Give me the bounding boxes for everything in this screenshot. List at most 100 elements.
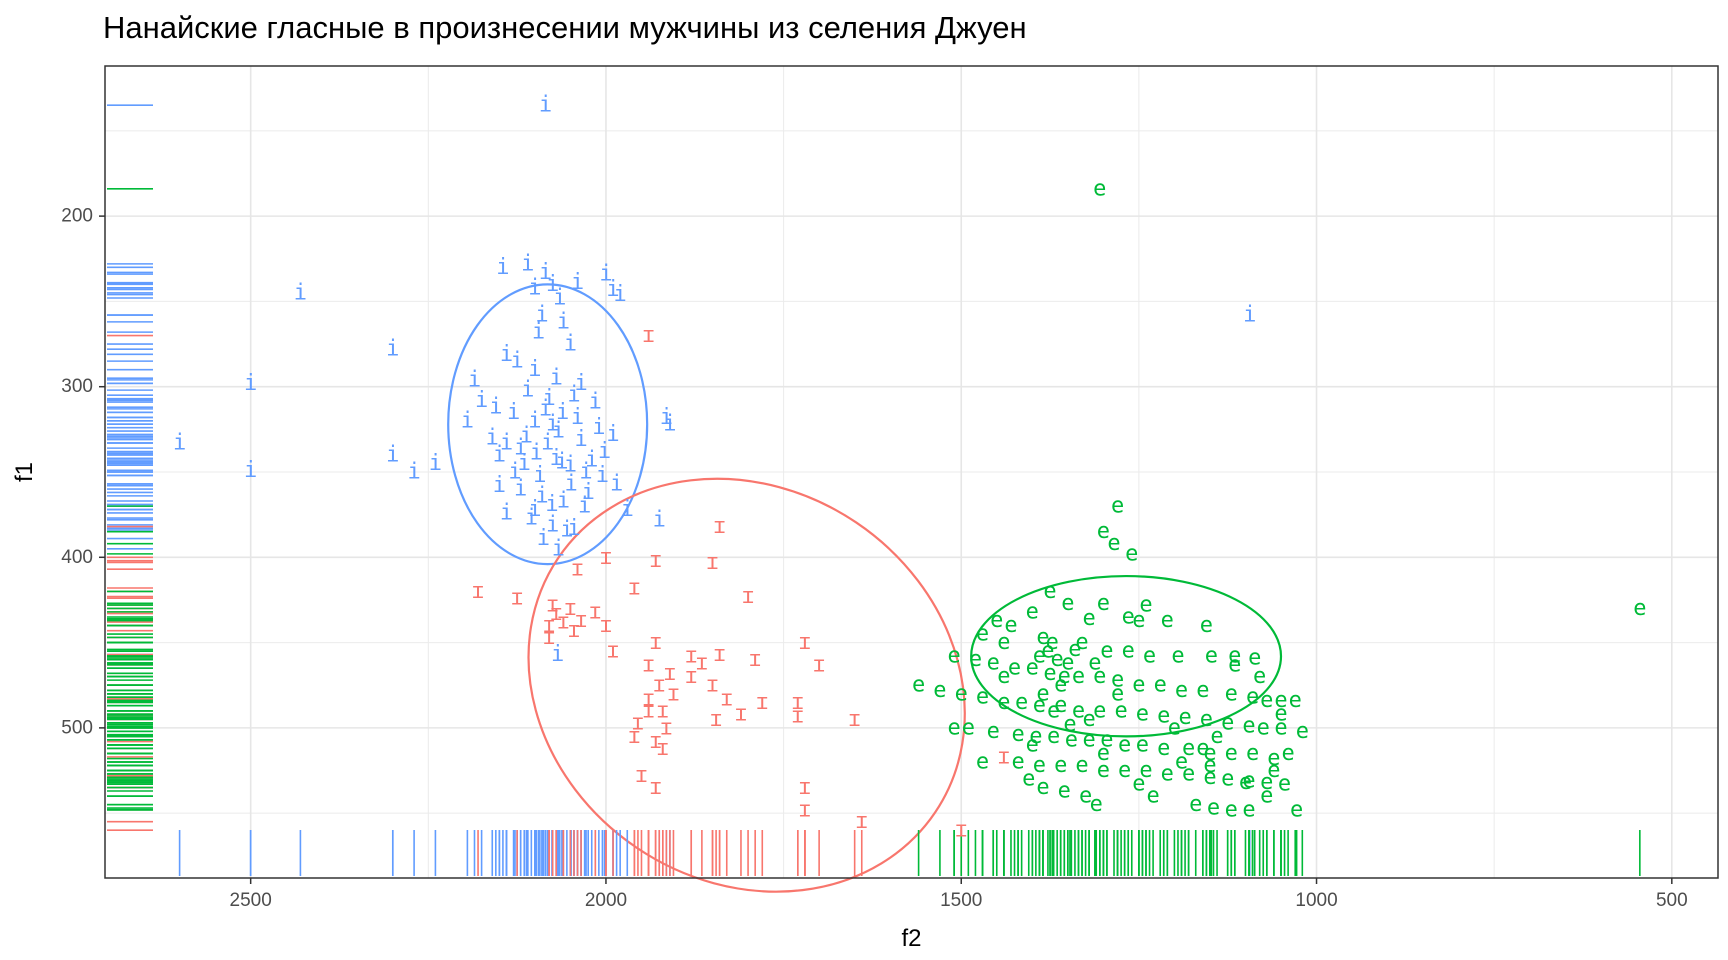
point-e: e bbox=[1633, 596, 1646, 621]
point-i: i bbox=[486, 425, 499, 450]
point-e: e bbox=[1036, 775, 1049, 800]
point-i: i bbox=[556, 400, 569, 425]
point-i: i bbox=[579, 460, 592, 485]
point-e: e bbox=[1033, 753, 1046, 778]
axes: 2500 2000 1500 1000 500 200 300 400 500 bbox=[61, 206, 1687, 911]
point-e: e bbox=[1118, 758, 1131, 783]
point-i: i bbox=[599, 262, 612, 287]
point-e: e bbox=[1083, 727, 1096, 752]
point-e: e bbox=[1242, 768, 1255, 793]
point-e: e bbox=[1154, 673, 1167, 698]
point-ɪ: ɪ bbox=[649, 775, 662, 800]
point-i: i bbox=[514, 477, 527, 502]
point-e: e bbox=[1122, 639, 1135, 664]
point-i: i bbox=[507, 400, 520, 425]
ellipse-e bbox=[970, 574, 1283, 738]
point-ɪ: ɪ bbox=[571, 557, 584, 582]
point-e: e bbox=[990, 608, 1003, 633]
point-e: e bbox=[1205, 644, 1218, 669]
point-e: e bbox=[1139, 758, 1152, 783]
point-i: i bbox=[1243, 303, 1256, 328]
point-e: e bbox=[1033, 693, 1046, 718]
point-e: e bbox=[1083, 707, 1096, 732]
point-e: e bbox=[1111, 494, 1124, 519]
point-e: e bbox=[1100, 639, 1113, 664]
point-i: i bbox=[475, 388, 488, 413]
point-ɪ: ɪ bbox=[599, 613, 612, 638]
point-e: e bbox=[1267, 746, 1280, 771]
point-ɪ: ɪ bbox=[550, 601, 563, 626]
point-i: i bbox=[567, 383, 580, 408]
point-i: i bbox=[530, 441, 543, 466]
point-e: e bbox=[1246, 685, 1259, 710]
point-e: e bbox=[1026, 732, 1039, 757]
rug-marks bbox=[107, 104, 1641, 876]
point-i: i bbox=[546, 272, 559, 297]
point-i: i bbox=[574, 427, 587, 452]
point-i: i bbox=[578, 494, 591, 519]
point-ɪ: ɪ bbox=[660, 715, 673, 740]
point-i: i bbox=[550, 366, 563, 391]
point-e: e bbox=[1242, 714, 1255, 739]
point-e: e bbox=[1058, 779, 1071, 804]
point-i: i bbox=[500, 500, 513, 525]
point-e: e bbox=[1004, 613, 1017, 638]
point-e: e bbox=[1257, 715, 1270, 740]
point-e: e bbox=[948, 715, 961, 740]
point-e: e bbox=[1026, 599, 1039, 624]
point-e: e bbox=[1022, 767, 1035, 792]
point-e: e bbox=[1054, 693, 1067, 718]
ellipse-i bbox=[447, 283, 649, 566]
point-e: e bbox=[1090, 792, 1103, 817]
point-e: e bbox=[1100, 727, 1113, 752]
point-e: e bbox=[1058, 664, 1071, 689]
point-e: e bbox=[1203, 753, 1216, 778]
point-e: e bbox=[1157, 703, 1170, 728]
point-i: i bbox=[518, 451, 531, 476]
point-i: i bbox=[606, 422, 619, 447]
point-i: i bbox=[386, 337, 399, 362]
point-ɪ: ɪ bbox=[574, 608, 587, 633]
point-ɪ: ɪ bbox=[511, 586, 524, 611]
point-ɪ: ɪ bbox=[649, 729, 662, 754]
point-i: i bbox=[511, 349, 524, 374]
point-e: e bbox=[1274, 715, 1287, 740]
point-ɪ: ɪ bbox=[589, 599, 602, 624]
point-i: i bbox=[565, 471, 578, 496]
point-e: e bbox=[1246, 741, 1259, 766]
point-e: e bbox=[1200, 613, 1213, 638]
point-e: e bbox=[1043, 661, 1056, 686]
point-e: e bbox=[1221, 710, 1234, 735]
point-ɪ: ɪ bbox=[706, 550, 719, 575]
point-i: i bbox=[621, 497, 634, 522]
point-e: e bbox=[1182, 736, 1195, 761]
point-ɪ: ɪ bbox=[642, 323, 655, 348]
point-e: e bbox=[1239, 770, 1252, 795]
point-e: e bbox=[1161, 761, 1174, 786]
point-e: e bbox=[1061, 591, 1074, 616]
point-i: i bbox=[571, 405, 584, 430]
point-e: e bbox=[1063, 712, 1076, 737]
point-e: e bbox=[1026, 656, 1039, 681]
point-e: e bbox=[1278, 772, 1291, 797]
point-e: e bbox=[1107, 531, 1120, 556]
point-e: e bbox=[1161, 608, 1174, 633]
y-axis-title: f1 bbox=[11, 462, 38, 482]
point-i: i bbox=[564, 453, 577, 478]
point-ɪ: ɪ bbox=[798, 797, 811, 822]
point-ɪ: ɪ bbox=[649, 548, 662, 573]
point-e: e bbox=[1242, 797, 1255, 822]
point-ɪ: ɪ bbox=[649, 630, 662, 655]
point-e: e bbox=[987, 651, 1000, 676]
point-ɪ: ɪ bbox=[955, 818, 968, 843]
point-e: e bbox=[1260, 688, 1273, 713]
point-ɪ: ɪ bbox=[685, 664, 698, 689]
point-ɪ: ɪ bbox=[709, 707, 722, 732]
point-e: e bbox=[1274, 702, 1287, 727]
y-tick-label: 500 bbox=[61, 717, 93, 738]
point-e: e bbox=[1139, 593, 1152, 618]
point-i: i bbox=[528, 408, 541, 433]
point-e: e bbox=[997, 690, 1010, 715]
point-ɪ: ɪ bbox=[734, 702, 747, 727]
point-e: e bbox=[1168, 715, 1181, 740]
